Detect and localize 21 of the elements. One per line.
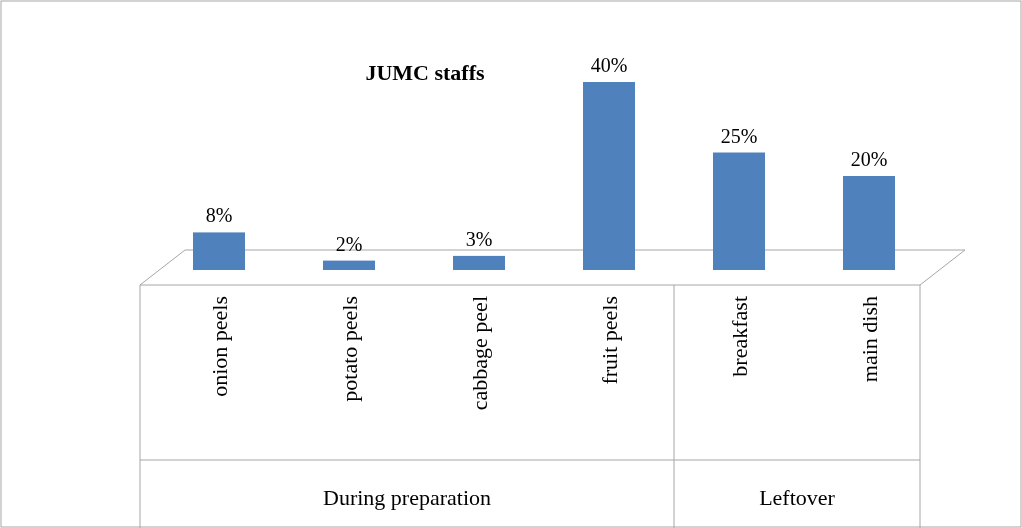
bar	[843, 176, 895, 270]
data-label: 3%	[465, 227, 493, 250]
data-label: 20%	[850, 148, 888, 170]
x-tick-label: onion peels	[206, 296, 232, 397]
bar	[713, 152, 765, 270]
chart-title: JUMC staffs	[365, 60, 485, 85]
data-label: 25%	[720, 124, 758, 147]
bar	[583, 82, 635, 270]
data-label: 2%	[335, 232, 363, 255]
data-label: 8%	[205, 204, 233, 227]
x-tick-label: potato peels	[336, 296, 362, 402]
text: During preparation	[323, 485, 491, 510]
x-tick-label: cabbage peel	[466, 296, 492, 411]
bar	[453, 255, 505, 270]
data-label: 40%	[590, 54, 628, 76]
x-tick-label: main dish	[856, 296, 882, 383]
bar	[323, 260, 375, 270]
text: Leftover	[759, 485, 836, 510]
x-tick-label: fruit peels	[596, 296, 622, 385]
x-tick-label: breakfast	[726, 296, 752, 377]
bar	[193, 232, 245, 270]
